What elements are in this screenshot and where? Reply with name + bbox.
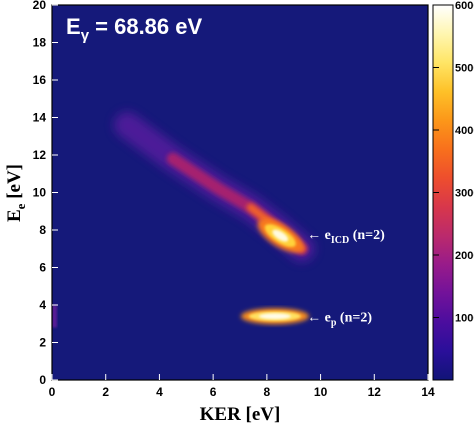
colorbar-tick-label: 3000 — [455, 188, 474, 200]
y-tick-label: 12 — [33, 148, 47, 162]
y-tick-label: 14 — [33, 111, 47, 125]
colorbar-tick-label: 5000 — [455, 63, 474, 75]
annotations: ← eICD (n=2) ← ep (n=2) — [307, 228, 385, 329]
x-tick-label: 10 — [314, 385, 328, 399]
heatmap-features — [52, 112, 333, 328]
x-tick-label: 0 — [49, 385, 56, 399]
x-tick-label: 2 — [102, 385, 109, 399]
y-axis-title: Ee [eV] — [4, 164, 28, 222]
y-tick-label: 2 — [39, 336, 46, 350]
colorbar-tick-label: 6000 — [455, 0, 474, 12]
y-tick-label: 4 — [39, 298, 46, 312]
y-tick-label: 10 — [33, 186, 47, 200]
x-tick-label: 12 — [368, 385, 382, 399]
x-tick-label: 14 — [421, 385, 435, 399]
annotation-label: ← ep (n=2) — [307, 310, 372, 328]
x-tick-label: 4 — [156, 385, 163, 399]
y-tick-label: 16 — [33, 73, 47, 87]
y-tick-label: 20 — [33, 0, 47, 12]
colorbar-ticks: 1000 2000 3000 4000 5000 6000 — [433, 0, 474, 325]
x-axis-ticks: 0 2 4 6 8 10 12 14 — [49, 374, 435, 399]
inset-title: Eγ = 68.86 eV — [66, 14, 203, 44]
x-tick-label: 8 — [264, 385, 271, 399]
y-axis-ticks: 0 2 4 6 8 10 12 14 16 18 20 — [33, 0, 58, 387]
x-axis-title: KER [eV] — [200, 404, 281, 425]
y-tick-label: 0 — [39, 373, 46, 387]
edge-stripe — [52, 305, 57, 328]
colorbar-tick-label: 4000 — [455, 125, 474, 137]
annotation-label: ← eICD (n=2) — [307, 228, 385, 246]
colorbar-tick-label: 1000 — [455, 313, 474, 325]
y-tick-label: 8 — [39, 223, 46, 237]
y-tick-label: 6 — [39, 261, 46, 275]
colorbar-tick-label: 2000 — [455, 250, 474, 262]
photoelectron-peak-center — [258, 313, 291, 320]
x-tick-label: 6 — [210, 385, 217, 399]
y-tick-label: 18 — [33, 36, 47, 50]
icd-peak-center — [272, 229, 289, 242]
